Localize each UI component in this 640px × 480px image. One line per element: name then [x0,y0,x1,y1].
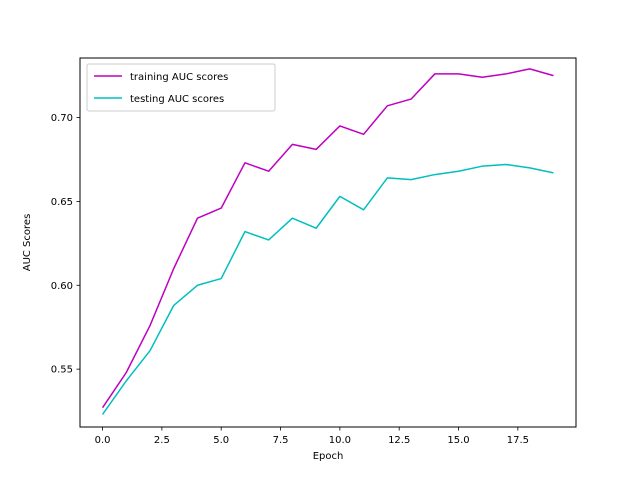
plot-frame [79,57,577,428]
x-tick-label: 17.5 [507,435,529,446]
x-axis-label: Epoch [313,451,344,462]
y-axis-label: AUC Scores [22,214,33,272]
series-line-training [101,68,554,409]
y-tick-label: 0.60 [51,281,73,292]
series-layer [101,68,554,415]
x-tick-label: 10.0 [329,435,351,446]
x-tick-label: 12.5 [388,435,410,446]
x-tick-label: 0.0 [95,435,111,446]
x-tick-label: 2.5 [154,435,170,446]
legend-label-training: training AUC scores [130,72,228,83]
x-tick-label: 15.0 [447,435,469,446]
legend-box [86,63,276,112]
legend-label-testing: testing AUC scores [130,94,224,105]
x-tick-label: 5.0 [213,435,229,446]
x-axis: 0.0 2.5 5.0 7.5 10.0 12.5 15.0 17.5 [95,427,529,446]
y-tick-label: 0.70 [51,113,73,124]
y-axis: 0.55 0.60 0.65 0.70 [51,113,80,376]
x-tick-label: 7.5 [273,435,289,446]
y-tick-label: 0.55 [51,365,73,376]
series-line-testing [101,163,554,415]
legend: training AUC scores testing AUC scores [86,63,276,112]
y-tick-label: 0.65 [51,197,73,208]
